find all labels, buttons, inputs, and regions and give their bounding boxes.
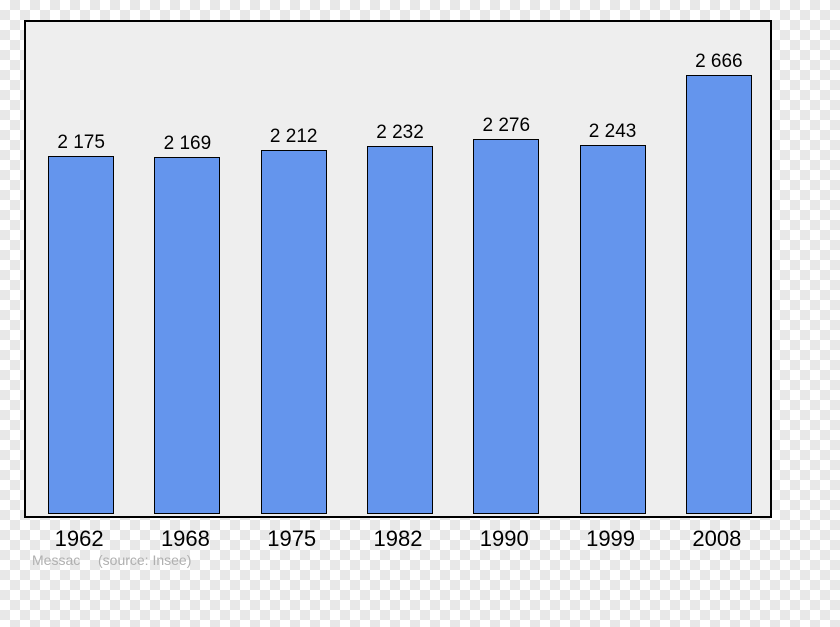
bar-value-label: 2 276	[483, 115, 531, 137]
bar	[261, 150, 327, 514]
bar	[580, 145, 646, 514]
bar	[473, 139, 539, 514]
x-axis-label: 2008	[692, 526, 741, 552]
bar	[367, 146, 433, 514]
bar-value-label: 2 243	[589, 121, 637, 143]
x-axis-label: 1982	[374, 526, 423, 552]
plot-area: 2 175 2 169 2 212 2 232 2 276 2 243 2 666	[24, 20, 772, 518]
x-axis-label: 1975	[267, 526, 316, 552]
bar	[48, 156, 114, 514]
bar-value-label: 2 666	[695, 51, 743, 73]
x-axis-label: 1999	[586, 526, 635, 552]
bar-value-label: 2 175	[57, 132, 105, 154]
caption-location: Messac	[32, 552, 80, 568]
x-axis-label: 1962	[55, 526, 104, 552]
x-axis-label: 1990	[480, 526, 529, 552]
bar-value-label: 2 169	[164, 133, 212, 155]
x-axis-label: 1968	[161, 526, 210, 552]
bar	[686, 75, 752, 514]
caption-source: (source: Insee)	[98, 552, 191, 568]
chart-stage: 2 175 2 169 2 212 2 232 2 276 2 243 2 666 1962…	[18, 8, 778, 575]
bar-value-label: 2 212	[270, 126, 318, 148]
bar-value-label: 2 232	[376, 122, 424, 144]
bar	[154, 157, 220, 514]
